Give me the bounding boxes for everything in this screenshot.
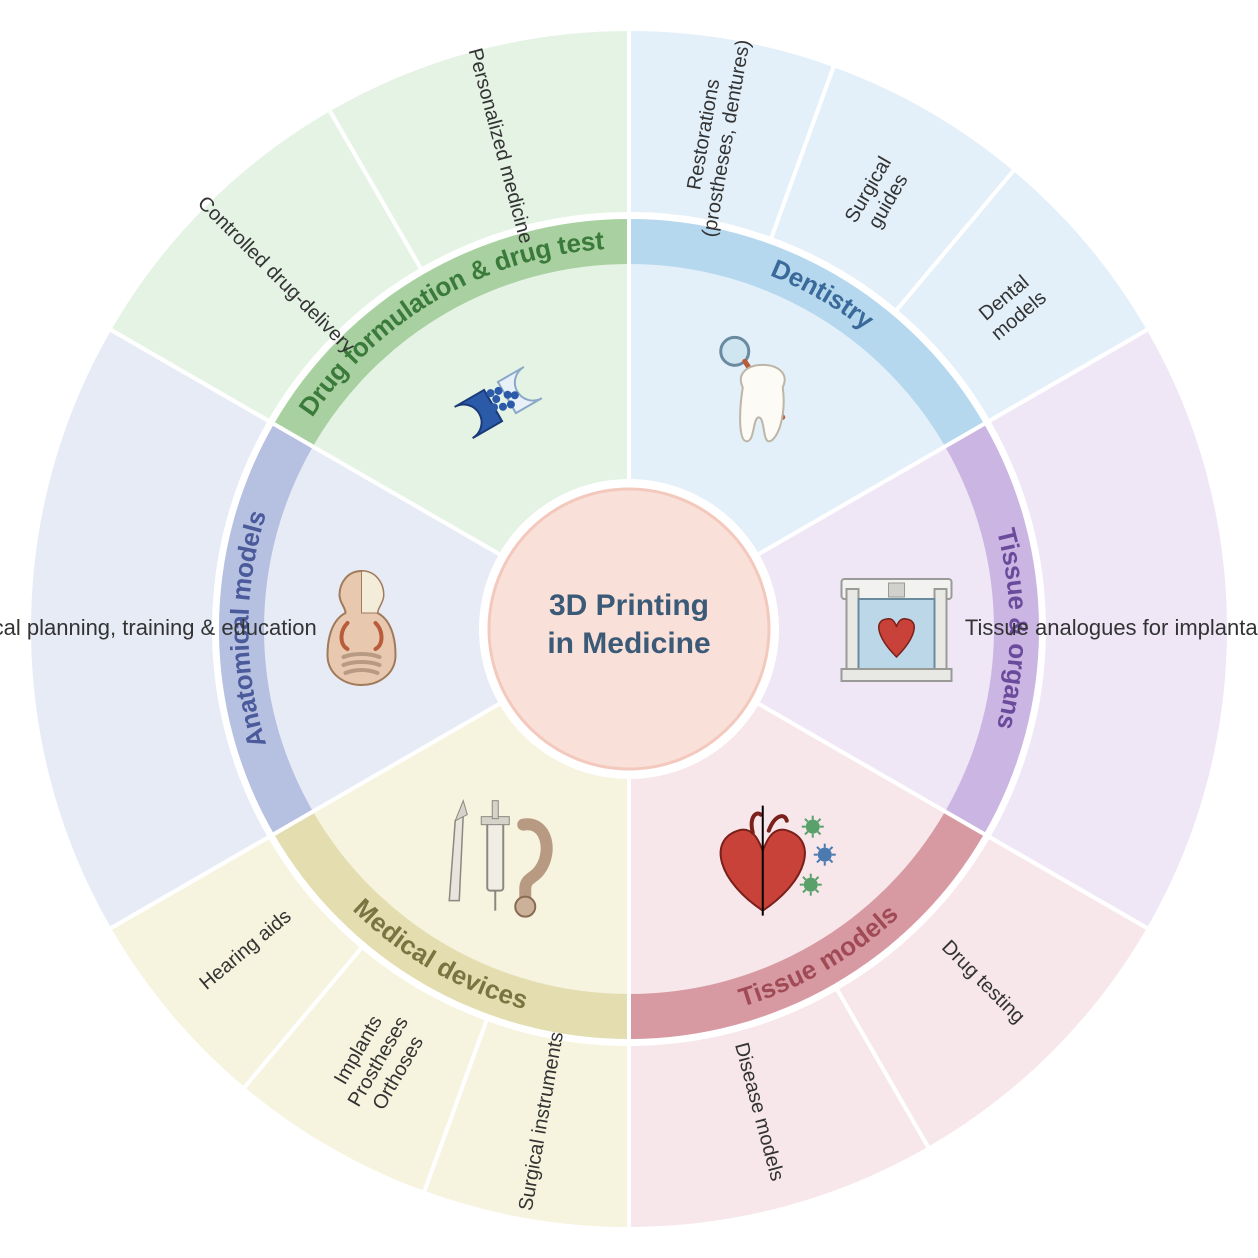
sub-label-tissue_organs-0: Tissue analogues for implantation (965, 615, 1258, 640)
tissue_organs-icon (842, 579, 952, 681)
sub-label-anatomical-0: Surgical planning, training & education (0, 615, 317, 640)
svg-text:Tissue analogues for implantat: Tissue analogues for implantation (965, 615, 1258, 640)
svg-text:Surgical planning, training &: Surgical planning, training & education (0, 615, 317, 640)
center-title-line1: 3D Printing (549, 589, 709, 622)
center-title-line2: in Medicine (547, 627, 710, 660)
